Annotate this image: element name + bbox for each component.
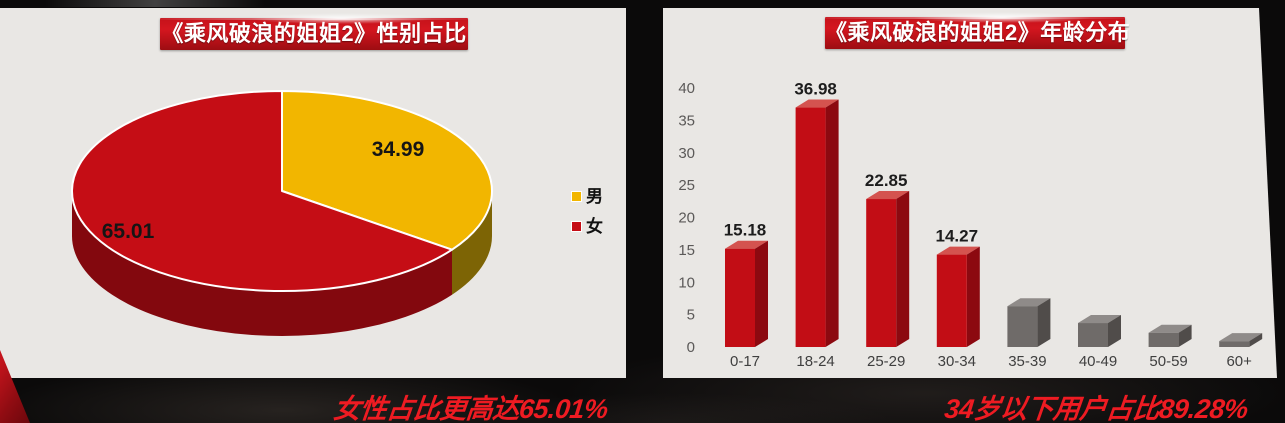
y-tick-30: 30 bbox=[678, 145, 695, 162]
gender-chart-title: 《乘风破浪的姐姐2》性别占比 bbox=[161, 21, 467, 46]
bar-30-34 bbox=[936, 246, 980, 347]
male-legend-label: 男 bbox=[586, 187, 603, 206]
pie-legend: 男 女 bbox=[571, 188, 603, 248]
female-legend-label: 女 bbox=[586, 217, 603, 236]
bar-25-29 bbox=[866, 191, 910, 347]
male-color-swatch bbox=[571, 191, 582, 202]
legend-item-female: 女 bbox=[571, 218, 603, 235]
female-color-swatch bbox=[571, 221, 582, 232]
x-tick-30-34: 30-34 bbox=[938, 353, 976, 370]
bar-18-24 bbox=[795, 99, 839, 347]
y-tick-10: 10 bbox=[678, 274, 695, 291]
age-chart-panel: 《乘风破浪的姐姐2》年龄分布 0 5 10 15 20 25 30 35 40 15.18 0-17… bbox=[663, 8, 1277, 378]
bar-front-face bbox=[1219, 341, 1250, 347]
gender-chart-panel: 《乘风破浪的姐姐2》性别占比 34.99 65.01 男 女 bbox=[0, 8, 626, 378]
bar-side-face bbox=[755, 240, 768, 347]
background-light-streak bbox=[45, 0, 265, 7]
x-tick-50-59: 50-59 bbox=[1149, 353, 1187, 370]
gender-chart-title-banner: 《乘风破浪的姐姐2》性别占比 bbox=[160, 13, 468, 50]
gender-pie-chart: 34.99 65.01 bbox=[71, 90, 493, 336]
pie-value-label-0: 34.99 bbox=[372, 138, 425, 161]
bar-50-59 bbox=[1148, 324, 1192, 347]
bar-value-label: 36.98 bbox=[794, 80, 837, 99]
x-tick-35-39: 35-39 bbox=[1008, 353, 1046, 370]
x-tick-40-49: 40-49 bbox=[1079, 353, 1117, 370]
bar-side-face bbox=[966, 246, 980, 347]
x-tick-25-29: 25-29 bbox=[867, 353, 905, 370]
bar-side-face bbox=[1108, 315, 1121, 347]
y-tick-15: 15 bbox=[678, 242, 695, 259]
bar-top-face bbox=[795, 99, 839, 108]
bar-60+ bbox=[1219, 333, 1263, 347]
bar-top-face bbox=[1007, 298, 1051, 307]
bar-top-face bbox=[866, 191, 910, 200]
bar-35-39 bbox=[1007, 298, 1051, 347]
bar-top-face bbox=[725, 240, 768, 249]
bar-top-face bbox=[1219, 333, 1263, 342]
bar-side-face bbox=[825, 99, 839, 347]
gender-annotation: 女性占比更高达65.01% bbox=[332, 394, 610, 423]
x-tick-0-17: 0-17 bbox=[730, 353, 760, 370]
age-chart-title: 《乘风破浪的姐姐2》年龄分布 bbox=[825, 20, 1131, 45]
bar-side-face bbox=[896, 191, 910, 347]
bar-value-label: 22.85 bbox=[865, 171, 908, 190]
bar-value-label: 14.27 bbox=[936, 227, 979, 246]
bar-front-face bbox=[866, 199, 897, 347]
y-tick-20: 20 bbox=[678, 210, 695, 227]
bar-top-face bbox=[1078, 315, 1121, 324]
bar-side-face bbox=[1037, 298, 1051, 347]
y-tick-0: 0 bbox=[687, 339, 695, 356]
bar-value-label: 15.18 bbox=[724, 221, 767, 240]
bar-front-face bbox=[795, 107, 826, 347]
legend-item-male: 男 bbox=[571, 188, 603, 205]
pie-slice-1 bbox=[71, 90, 453, 292]
bar-front-face bbox=[1078, 323, 1108, 347]
bar-top-face bbox=[1148, 324, 1192, 333]
pie-value-label-1: 65.01 bbox=[102, 220, 155, 243]
pie-side-1 bbox=[72, 191, 452, 336]
y-tick-35: 35 bbox=[678, 112, 695, 129]
x-tick-18-24: 18-24 bbox=[796, 353, 834, 370]
y-tick-5: 5 bbox=[687, 307, 695, 324]
age-annotation: 34岁以下用户占比89.28% bbox=[943, 394, 1250, 423]
bar-side-face bbox=[1178, 324, 1192, 347]
bar-40-49 bbox=[1078, 315, 1121, 347]
age-bar-chart: 0 5 10 15 20 25 30 35 40 15.18 0-17 36.98 18-24 22.85… bbox=[678, 80, 1263, 370]
bar-0-17 bbox=[725, 240, 768, 347]
bar-front-face bbox=[1007, 306, 1038, 347]
bar-side-face bbox=[1249, 333, 1263, 347]
x-tick-60+: 60+ bbox=[1226, 353, 1252, 370]
bar-front-face bbox=[1148, 332, 1179, 347]
bar-top-face bbox=[936, 246, 980, 255]
y-tick-40: 40 bbox=[678, 80, 695, 97]
y-tick-25: 25 bbox=[678, 177, 695, 194]
bar-front-face bbox=[725, 248, 755, 347]
pie-side-0 bbox=[452, 191, 492, 295]
pie-slice-0 bbox=[281, 90, 493, 251]
bar-front-face bbox=[936, 254, 967, 347]
